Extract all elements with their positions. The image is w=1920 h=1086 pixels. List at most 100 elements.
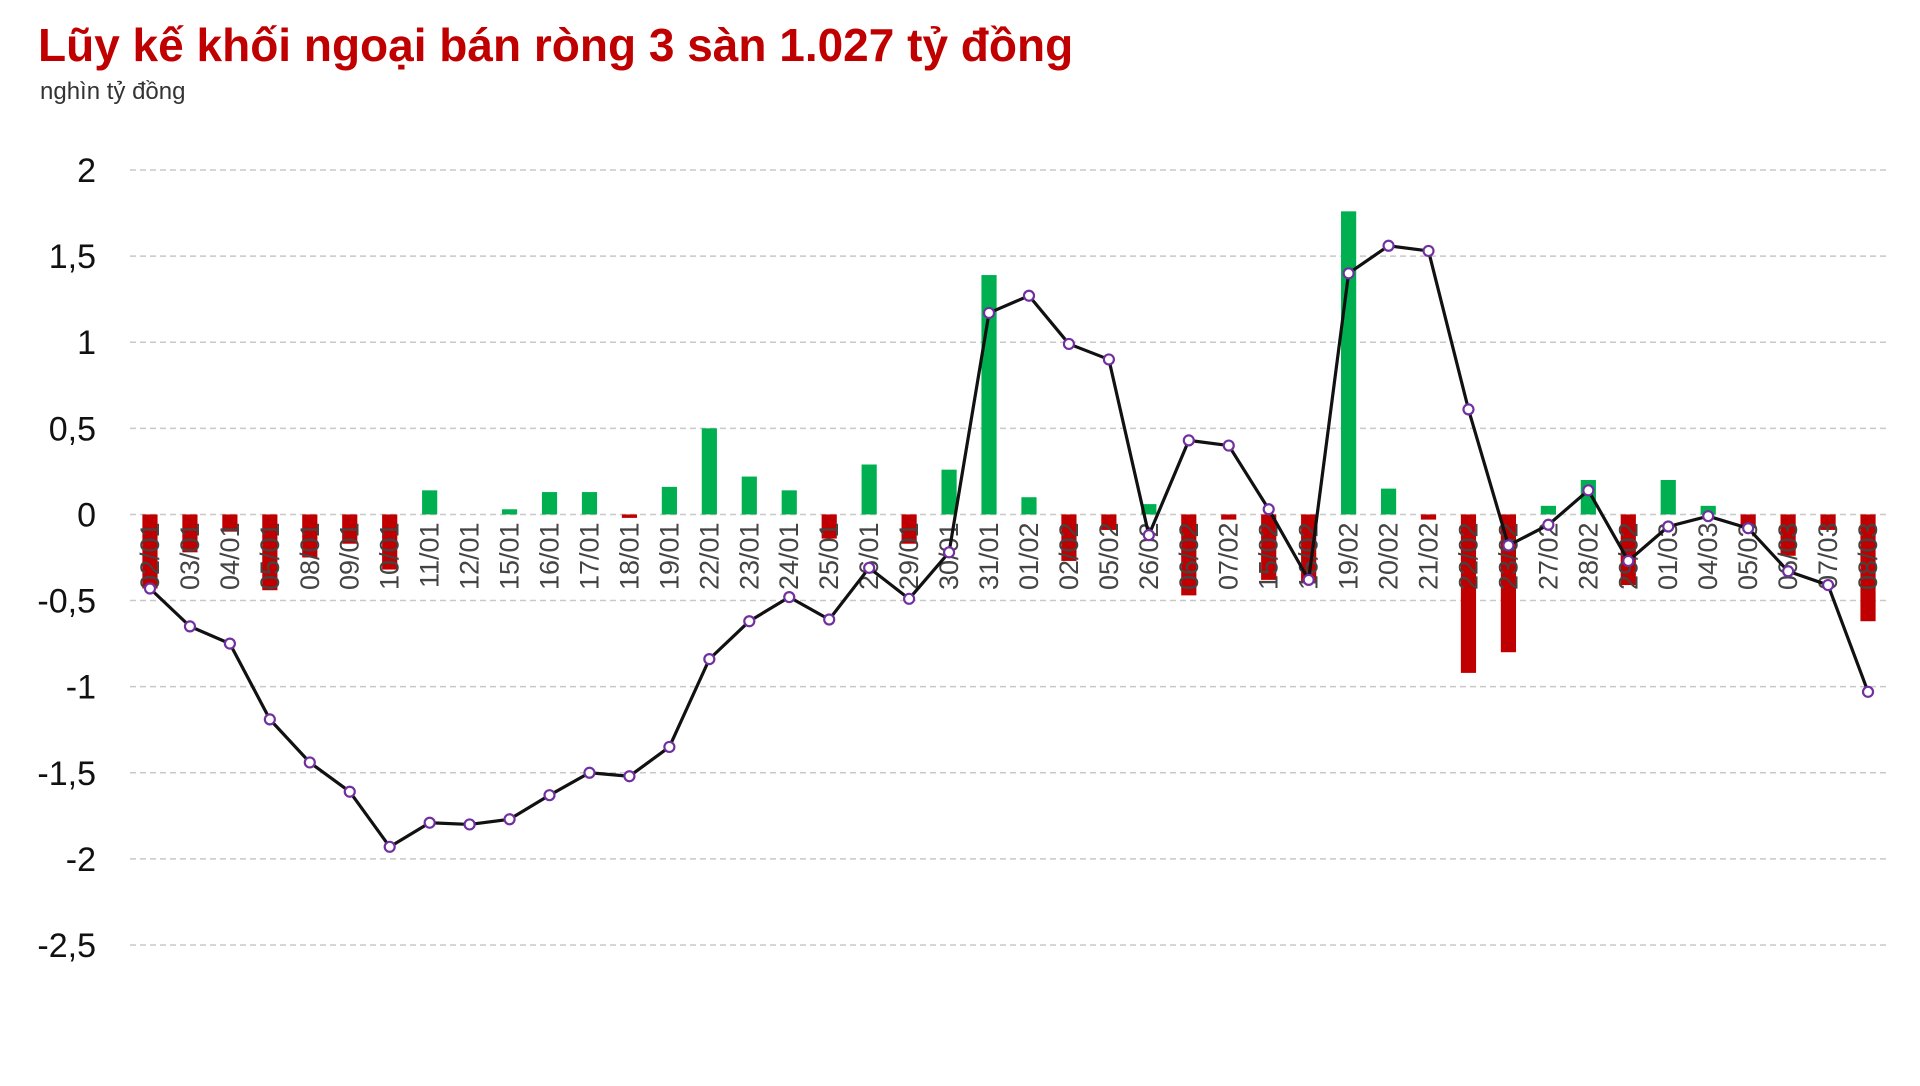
bar xyxy=(342,514,358,544)
x-tick-label: 05/01 xyxy=(255,522,285,590)
line-point xyxy=(263,713,276,726)
x-tick-label: 09/01 xyxy=(335,522,365,590)
bar xyxy=(581,492,598,515)
x-tick-label: 28/02 xyxy=(1573,522,1603,590)
bar xyxy=(1261,514,1277,580)
bar xyxy=(262,514,278,591)
line-point xyxy=(423,816,436,829)
x-tick-label: 20/02 xyxy=(1374,522,1404,590)
bar xyxy=(1420,514,1437,520)
line-point xyxy=(1582,484,1595,497)
line-point xyxy=(1342,267,1355,280)
x-tick-label: 01/02 xyxy=(1014,522,1044,590)
line-point xyxy=(463,818,476,831)
y-tick-label: 1 xyxy=(77,324,96,362)
x-tick-label: 22/02 xyxy=(1453,522,1483,590)
line-point xyxy=(1702,510,1715,523)
bar xyxy=(781,490,797,515)
line-point xyxy=(1382,239,1395,252)
line-point xyxy=(183,620,197,633)
bar xyxy=(1820,514,1836,530)
bar xyxy=(1301,514,1317,584)
y-tick-label: 0,5 xyxy=(49,410,96,448)
x-tick-label: 11/01 xyxy=(415,522,445,588)
x-tick-label: 08/01 xyxy=(295,522,325,590)
bar xyxy=(1101,514,1117,530)
line-point xyxy=(903,592,916,605)
chart-title: Lũy kế khối ngoại bán ròng 3 sàn 1.027 t… xyxy=(38,19,1074,71)
bar xyxy=(1141,504,1157,515)
bar xyxy=(1341,211,1357,515)
x-tick-label: 27/02 xyxy=(1533,522,1563,590)
bar xyxy=(1221,514,1237,520)
bar xyxy=(941,469,957,515)
line-point xyxy=(1662,520,1675,533)
line-point xyxy=(1262,503,1275,516)
bar xyxy=(1021,497,1037,515)
line-point xyxy=(623,770,636,783)
bar xyxy=(1660,480,1676,515)
x-tick-label: 04/01 xyxy=(215,522,245,590)
x-axis-ticks: 02/01 03/01 04/01 05/01 08/01 09/01 10/01 11/01… xyxy=(135,522,1883,590)
line-point xyxy=(1302,573,1315,586)
y-axis-ticks: -2,5 -2 -1,5 -1 -0,5 0 0,5 1 1,5 2 xyxy=(37,152,96,965)
x-tick-label: 03/01 xyxy=(175,522,205,590)
line-point xyxy=(823,613,836,626)
line-point xyxy=(1782,565,1795,578)
x-tick-label: 23/01 xyxy=(734,522,764,590)
line-point xyxy=(503,813,516,826)
line-point xyxy=(703,653,716,666)
line-point xyxy=(982,306,996,320)
x-tick-label: 19/01 xyxy=(654,522,684,590)
line-point xyxy=(1622,554,1635,568)
line-point xyxy=(1542,518,1555,531)
line-point xyxy=(1022,289,1036,302)
x-tick-label: 05/02 xyxy=(1094,522,1124,590)
x-tick-label: 22/01 xyxy=(694,522,724,590)
line-point xyxy=(743,615,756,628)
line-point xyxy=(942,546,956,559)
cumulative-line xyxy=(143,239,1875,853)
line-point xyxy=(1422,244,1435,258)
bar xyxy=(1860,514,1876,622)
bar xyxy=(621,514,638,518)
x-tick-label: 25/01 xyxy=(814,522,844,590)
x-tick-label: 12/01 xyxy=(455,522,485,590)
line-point xyxy=(1102,353,1115,366)
line-point xyxy=(1861,685,1875,698)
x-tick-label: 08/03 xyxy=(1853,522,1883,590)
bar xyxy=(382,514,398,570)
x-tick-label: 17/01 xyxy=(574,522,604,590)
x-tick-label: 16/01 xyxy=(535,522,565,590)
x-tick-label: 24/01 xyxy=(774,522,804,590)
bar xyxy=(661,486,677,515)
x-tick-label: 07/02 xyxy=(1214,522,1244,590)
line-point xyxy=(1142,529,1155,542)
x-tick-label: 18/01 xyxy=(614,522,644,590)
bar xyxy=(1620,514,1636,586)
x-tick-label: 06/03 xyxy=(1773,522,1803,590)
y-tick-label: 0 xyxy=(77,496,96,534)
y-tick-label: -1,5 xyxy=(37,755,96,793)
bar xyxy=(222,514,238,532)
line-point xyxy=(1062,337,1076,351)
bar xyxy=(821,514,837,539)
x-tick-label: 23/02 xyxy=(1493,522,1523,590)
bar xyxy=(1460,514,1477,673)
line-point xyxy=(343,785,356,798)
bar xyxy=(901,514,917,544)
line-point xyxy=(223,637,236,650)
y-tick-label: 1,5 xyxy=(49,238,96,276)
line-point xyxy=(1742,522,1755,535)
line-point xyxy=(1462,403,1475,416)
bar xyxy=(861,464,877,515)
line-point xyxy=(783,591,796,604)
x-tick-label: 21/02 xyxy=(1414,522,1444,590)
line-point xyxy=(383,840,396,853)
y-tick-label: -2 xyxy=(66,841,96,879)
x-tick-label: 04/03 xyxy=(1693,522,1723,590)
x-tick-label: 07/03 xyxy=(1813,522,1843,590)
bar xyxy=(541,492,558,515)
y-tick-label: 2 xyxy=(77,152,96,190)
x-tick-label: 19/02 xyxy=(1334,522,1364,590)
